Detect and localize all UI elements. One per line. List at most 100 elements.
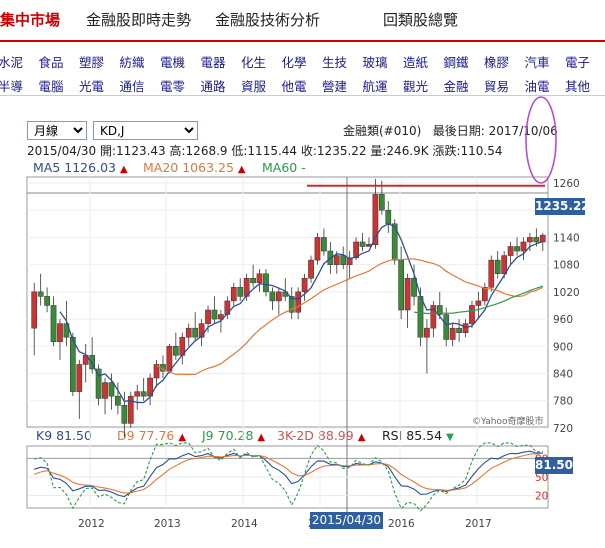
rsi-legend: RSI 85.54 ▼ [382, 428, 454, 443]
candle-body-40 [288, 296, 295, 313]
candle-body-13 [115, 395, 121, 406]
candle-body-16 [134, 391, 141, 397]
category-info: 金融類(#010) 最後日期: 2017/10/06 [343, 122, 558, 139]
candle-body-53 [372, 194, 379, 245]
candle-body-75 [514, 246, 520, 252]
up-arrow-icon: ▲ [119, 164, 128, 175]
category-link-10[interactable]: 造紙 [403, 55, 429, 70]
candle-body-28 [211, 309, 218, 320]
category-link-b-0[interactable]: 半導 [0, 79, 24, 94]
category-link-b-9[interactable]: 航運 [362, 79, 388, 94]
candle-body-69 [475, 300, 482, 306]
category-link-b-5[interactable]: 通路 [200, 79, 226, 94]
volume-value: 246.9K [386, 144, 429, 158]
ma60-legend: MA60 - [262, 160, 306, 175]
candle-body-6 [69, 336, 76, 392]
top-nav-item-1[interactable]: 金融股即時走勢 [86, 11, 192, 29]
category-link-b-7[interactable]: 他電 [281, 79, 307, 94]
candle-body-60 [417, 296, 424, 338]
candle-body-37 [269, 291, 276, 302]
up-arrow-icon: ▲ [257, 432, 266, 443]
category-link-5[interactable]: 電器 [200, 55, 226, 70]
indicator-select[interactable]: KD,J [93, 121, 198, 140]
candle-body-73 [501, 255, 508, 274]
candle-body-54 [378, 194, 385, 211]
last-date-label: 最後日期: [432, 124, 485, 138]
close-label: 收: [300, 144, 317, 158]
close-value: 1235.22 [316, 144, 367, 158]
category-link-4[interactable]: 電機 [160, 55, 186, 70]
top-nav-item-0[interactable]: 集中市場 [0, 11, 61, 29]
ma5-legend: MA5 1126.03 ▲ [33, 160, 128, 175]
category-link-b-1[interactable]: 電腦 [38, 79, 64, 94]
category-link-6[interactable]: 化生 [241, 55, 267, 70]
candle-body-19 [153, 364, 160, 379]
up-arrow-icon: ▲ [178, 432, 187, 443]
candle-body-79 [539, 234, 546, 243]
category-row-1: 水泥 食品 塑膠 紡織 電機 電器 化生 化學 生技 玻璃 造紙 鋼鐵 橡膠 汽車 電子 [0, 52, 605, 72]
top-nav-item-2[interactable]: 金融股技術分析 [215, 11, 321, 29]
category-link-2[interactable]: 塑膠 [79, 55, 105, 70]
top-nav-item-3[interactable]: 回類股總覽 [383, 11, 459, 29]
candle-body-56 [391, 223, 398, 261]
candle-body-12 [108, 382, 115, 397]
candle-body-31 [230, 287, 237, 302]
yahoo-watermark: ©Yahoo奇摩股市 [472, 417, 544, 427]
candle-body-45 [321, 237, 327, 252]
category-link-14[interactable]: 電子 [565, 55, 591, 70]
d9-legend: D9 77.76 ▲ [117, 428, 187, 443]
y-tick-900: 900 [553, 341, 573, 353]
category-link-b-4[interactable]: 電零 [160, 79, 186, 94]
category-link-b-14[interactable]: 其他 [565, 79, 591, 94]
candle-body-3 [50, 305, 57, 343]
candle-body-55 [385, 209, 392, 225]
category-link-12[interactable]: 橡膠 [484, 55, 510, 70]
candle-body-48 [340, 255, 347, 265]
y-tick-840: 840 [553, 369, 573, 381]
change-value: 110.54 [460, 144, 503, 158]
y-tick-1080: 1080 [553, 260, 580, 272]
candle-body-43 [308, 259, 314, 279]
x-tick-2017: 2017 [465, 518, 492, 530]
ohlc-date: 2015/04/30 [27, 144, 97, 158]
low-value: 1115.44 [247, 144, 298, 158]
ma5-line [59, 223, 544, 404]
candle-body-22 [172, 346, 179, 356]
category-link-9[interactable]: 玻璃 [362, 55, 388, 70]
y-tick-1020: 1020 [553, 287, 580, 299]
x-tick-2014: 2014 [231, 518, 258, 530]
category-link-b-12[interactable]: 貿易 [484, 79, 510, 94]
category-link-8[interactable]: 生技 [322, 55, 348, 70]
category-link-b-6[interactable]: 資服 [241, 79, 267, 94]
candle-body-62 [430, 305, 437, 329]
category-link-13[interactable]: 汽車 [524, 55, 550, 70]
change-label: 漲跌: [432, 144, 461, 158]
category-link-b-3[interactable]: 通信 [119, 79, 145, 94]
category-link-11[interactable]: 鋼鐵 [443, 55, 469, 70]
candle-body-50 [353, 241, 359, 259]
kd-tick-50: 50 [535, 472, 548, 484]
ohlc-readout: 2015/04/30 開:1123.43 高:1268.9 低:1115.44 … [27, 142, 503, 159]
category-link-b-8[interactable]: 營建 [322, 79, 348, 94]
candle-body-27 [205, 309, 211, 324]
category-link-b-2[interactable]: 光電 [79, 79, 105, 94]
category-row-2: 半導 電腦 光電 通信 電零 通路 資服 他電 營建 航運 觀光 金融 貿易 油電 其他 [0, 76, 605, 96]
kd-tag: 81.50 [535, 457, 573, 474]
candle-body-11 [102, 382, 108, 399]
x-tick-2016: 2016 [388, 518, 415, 530]
category-link-b-13[interactable]: 油電 [524, 79, 550, 94]
category-link-b-10[interactable]: 觀光 [403, 79, 429, 94]
category-link-1[interactable]: 食品 [38, 55, 64, 70]
candle-body-26 [198, 323, 205, 338]
category-link-b-11[interactable]: 金融 [443, 79, 469, 94]
ma20-legend: MA20 1063.25 ▲ [143, 160, 246, 175]
category-link-3[interactable]: 紡織 [119, 55, 145, 70]
category-link-7[interactable]: 化學 [281, 55, 307, 70]
candle-body-71 [488, 259, 495, 288]
category-link-0[interactable]: 水泥 [0, 55, 24, 70]
ma20-line [156, 258, 544, 376]
period-select[interactable]: 月線 [27, 121, 87, 140]
candle-body-4 [57, 323, 63, 343]
candle-body-7 [76, 364, 83, 392]
